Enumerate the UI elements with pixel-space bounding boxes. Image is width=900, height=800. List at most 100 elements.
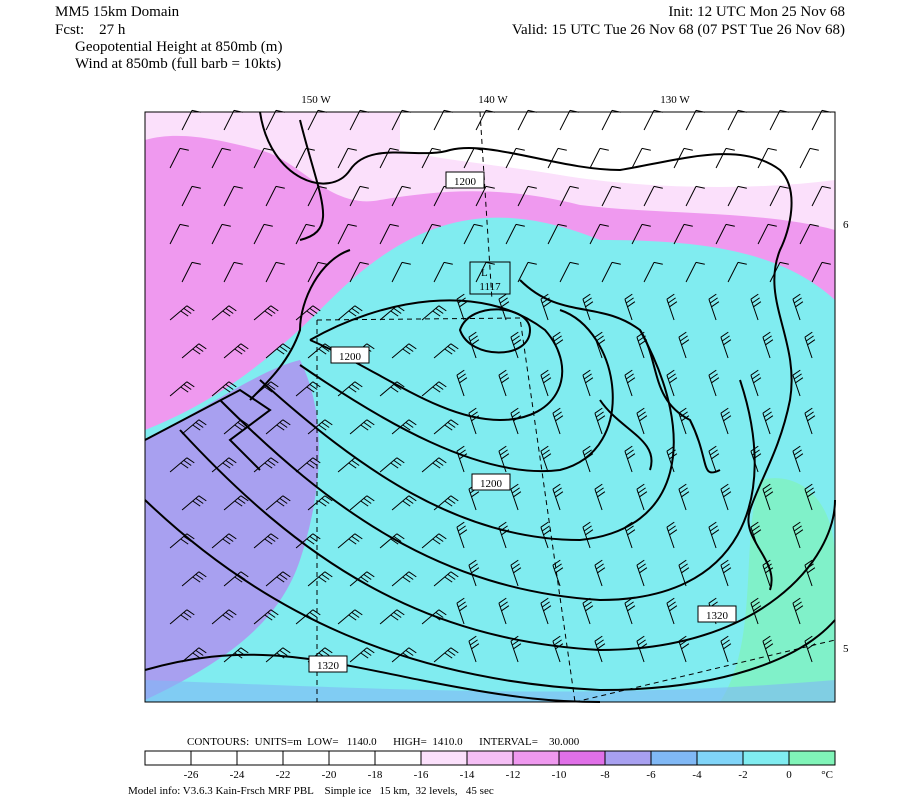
wind-barb bbox=[762, 483, 774, 511]
contour-label-box bbox=[308, 655, 348, 673]
wind-barb bbox=[169, 223, 189, 245]
wind-barb bbox=[468, 635, 480, 663]
wind-barb bbox=[498, 369, 510, 397]
wind-barb bbox=[636, 483, 648, 511]
wind-barb bbox=[720, 331, 732, 359]
low-value: 1117 bbox=[479, 281, 501, 293]
contour bbox=[219, 379, 756, 602]
wind-barb bbox=[349, 185, 369, 207]
wind-barb bbox=[391, 647, 417, 663]
wind-barb bbox=[708, 293, 720, 321]
wind-barb bbox=[337, 305, 363, 321]
field: Wind at 850mb (full barb = 10kts) bbox=[75, 56, 281, 72]
wind-barb bbox=[757, 223, 777, 245]
wind-barb bbox=[792, 445, 804, 473]
wind-barb bbox=[337, 381, 363, 397]
wind-barbs bbox=[169, 109, 831, 663]
wind-barb bbox=[708, 521, 720, 549]
contour bbox=[144, 653, 601, 703]
wind-barb bbox=[750, 293, 762, 321]
wind-barb bbox=[666, 597, 678, 625]
wind-barb bbox=[601, 185, 621, 207]
wind-barb bbox=[792, 369, 804, 397]
wind-barb bbox=[337, 609, 363, 625]
contour-label: 1200 bbox=[454, 176, 477, 188]
wind-barb bbox=[804, 635, 816, 663]
colorbar-box bbox=[512, 750, 560, 766]
wind-barb bbox=[433, 261, 453, 283]
contour bbox=[299, 309, 614, 473]
wind-barb bbox=[589, 147, 609, 169]
wind-barb bbox=[757, 147, 777, 169]
wind-barb bbox=[181, 571, 207, 587]
wind-barb bbox=[181, 185, 201, 207]
wind-barb bbox=[169, 147, 189, 169]
wind-barb bbox=[547, 147, 567, 169]
wind-barb bbox=[379, 609, 405, 625]
wind-barb bbox=[685, 261, 705, 283]
wind-barb bbox=[547, 223, 567, 245]
wind-barb bbox=[636, 331, 648, 359]
wind-barb bbox=[666, 293, 678, 321]
wind-barb bbox=[223, 419, 249, 435]
wind-barb bbox=[265, 419, 291, 435]
wind-barb bbox=[169, 381, 195, 397]
wind-barb bbox=[421, 609, 447, 625]
wind-barb bbox=[594, 559, 606, 587]
low-box bbox=[469, 261, 511, 295]
wind-barb bbox=[253, 381, 279, 397]
wind-barb bbox=[421, 305, 447, 321]
wind-barb bbox=[678, 407, 690, 435]
wind-barb bbox=[379, 223, 399, 245]
wind-barb bbox=[643, 261, 663, 283]
wind-barb bbox=[762, 331, 774, 359]
colorbar-box bbox=[604, 750, 652, 766]
wind-barb bbox=[678, 635, 690, 663]
colorbar-box bbox=[328, 750, 376, 766]
wind-barb bbox=[379, 305, 405, 321]
wind-barb bbox=[540, 369, 552, 397]
wind-barb bbox=[181, 261, 201, 283]
colorbar-box bbox=[466, 750, 514, 766]
wind-barb bbox=[337, 223, 357, 245]
colorbar-tick-label: -18 bbox=[368, 769, 383, 781]
wind-barb bbox=[673, 223, 693, 245]
wind-barb bbox=[792, 521, 804, 549]
wind-barb bbox=[708, 445, 720, 473]
map: 1200 1200 1200 1320 1320 L 1117 bbox=[144, 109, 836, 703]
wind-barb bbox=[804, 559, 816, 587]
wind-barb bbox=[666, 445, 678, 473]
wind-barb bbox=[421, 147, 441, 169]
wind-barb bbox=[631, 147, 651, 169]
wind-barb bbox=[223, 343, 249, 359]
wind-barb bbox=[804, 331, 816, 359]
wind-barb bbox=[307, 571, 333, 587]
wind-barb bbox=[349, 495, 375, 511]
wind-barb bbox=[391, 343, 417, 359]
wind-barb bbox=[265, 571, 291, 587]
shade bbox=[145, 680, 835, 702]
shade bbox=[400, 112, 835, 187]
wind-barb bbox=[433, 647, 459, 663]
forecast: Fcst: 27 h bbox=[55, 22, 126, 38]
wind-barb bbox=[169, 305, 195, 321]
wind-barb bbox=[433, 571, 459, 587]
colorbar-tick-label: -6 bbox=[646, 769, 656, 781]
wind-barb bbox=[253, 457, 279, 473]
wind-barb bbox=[223, 495, 249, 511]
wind-barb bbox=[594, 483, 606, 511]
wind-barb bbox=[295, 533, 321, 549]
wind-barb bbox=[295, 305, 321, 321]
colorbar: -26 -24 -22 -20 -18 -16 -14 -12 -10 -8 -6 -4 -2 0 °C bbox=[144, 750, 836, 781]
wind-barb bbox=[391, 419, 417, 435]
wind-barb bbox=[463, 223, 483, 245]
colorbar-box bbox=[236, 750, 284, 766]
wind-barb bbox=[433, 495, 459, 511]
wind-barb bbox=[265, 495, 291, 511]
colorbar-tick-label: -10 bbox=[552, 769, 567, 781]
wind-barb bbox=[468, 407, 480, 435]
wind-barb bbox=[624, 521, 636, 549]
colorbar-tick-label: -20 bbox=[322, 769, 337, 781]
wind-barb bbox=[253, 223, 273, 245]
colorbar-box bbox=[650, 750, 698, 766]
